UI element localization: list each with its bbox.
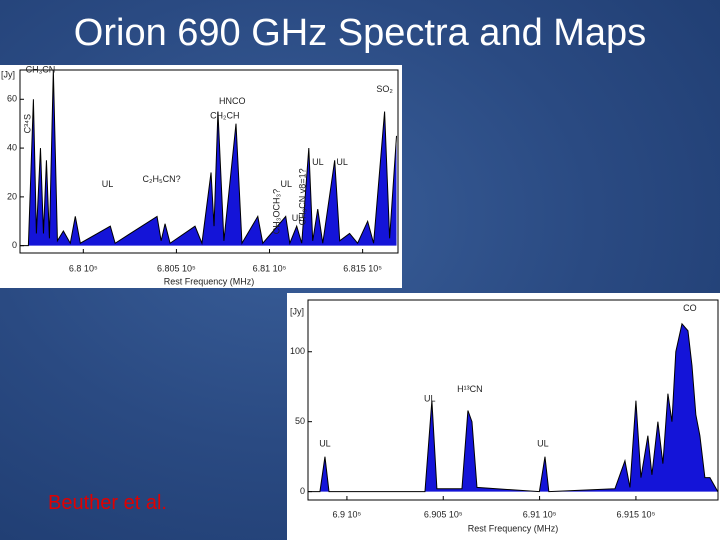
plot-frame xyxy=(19,69,399,254)
y-tick-label: 50 xyxy=(295,416,305,426)
line-label: CH₂CH xyxy=(210,111,240,121)
y-axis-label: [Jy] xyxy=(1,69,15,79)
line-label: C³⁴S xyxy=(23,114,33,133)
x-tick-label: 6.805 10⁵ xyxy=(157,263,196,273)
line-label: UL xyxy=(424,394,436,404)
line-label: CH₃CN xyxy=(26,65,56,74)
spectrum-chart: 0 20 40 60 6.8 10⁵ 6.805 10⁵ 6.81 10⁵ 6.815 10⁵… xyxy=(0,65,402,288)
x-axis-label: Rest Frequency (MHz) xyxy=(164,276,255,286)
x-tick-label: 6.81 10⁵ xyxy=(253,263,287,273)
y-tick-label: 0 xyxy=(300,486,305,496)
line-label: UL xyxy=(281,179,293,189)
x-tick-label: 6.8 10⁵ xyxy=(69,263,98,273)
line-label: SO₂ xyxy=(376,84,393,94)
spectrum-line xyxy=(308,322,719,493)
line-label: UL xyxy=(312,157,324,167)
x-tick-label: 6.905 10⁵ xyxy=(424,509,463,519)
y-tick-label: 60 xyxy=(7,94,17,104)
y-tick-label: 0 xyxy=(12,240,17,250)
plot-frame xyxy=(307,299,719,501)
line-label: UL xyxy=(537,438,549,448)
x-tick-label: 6.815 10⁵ xyxy=(343,263,382,273)
spectrum-area xyxy=(20,70,397,246)
x-tick-label: 6.91 10⁵ xyxy=(523,509,557,519)
caption: Beuther et al. xyxy=(48,492,167,514)
spectrum-line xyxy=(20,69,398,247)
y-axis-label: [Jy] xyxy=(290,306,304,316)
line-label: H¹³CN xyxy=(457,384,483,394)
line-label: CH₃OCH₃? xyxy=(271,189,281,234)
y-tick-label: 100 xyxy=(290,346,305,356)
x-tick-label: 6.915 10⁵ xyxy=(617,509,656,519)
x-tick-label: 6.9 10⁵ xyxy=(333,509,362,519)
slide-title: Orion 690 GHz Spectra and Maps xyxy=(73,12,647,54)
spectrum-chart: 0 50 100 6.9 10⁵ 6.905 10⁵ 6.91 10⁵ 6.915 10⁵ R… xyxy=(287,293,720,540)
spectrum-area xyxy=(308,323,718,492)
y-tick-label: 40 xyxy=(7,142,17,152)
line-label: UL xyxy=(102,179,114,189)
line-label: UL xyxy=(292,213,304,223)
line-label: CO xyxy=(683,303,697,313)
line-label: UL xyxy=(319,438,331,448)
line-label: HNCO xyxy=(219,96,246,106)
x-axis-label: Rest Frequency (MHz) xyxy=(468,523,559,533)
y-tick-label: 20 xyxy=(7,191,17,201)
line-label: CH₃CN v8=1? xyxy=(297,168,307,225)
line-label: C₂H₅CN? xyxy=(142,174,180,184)
line-label: UL xyxy=(336,157,348,167)
